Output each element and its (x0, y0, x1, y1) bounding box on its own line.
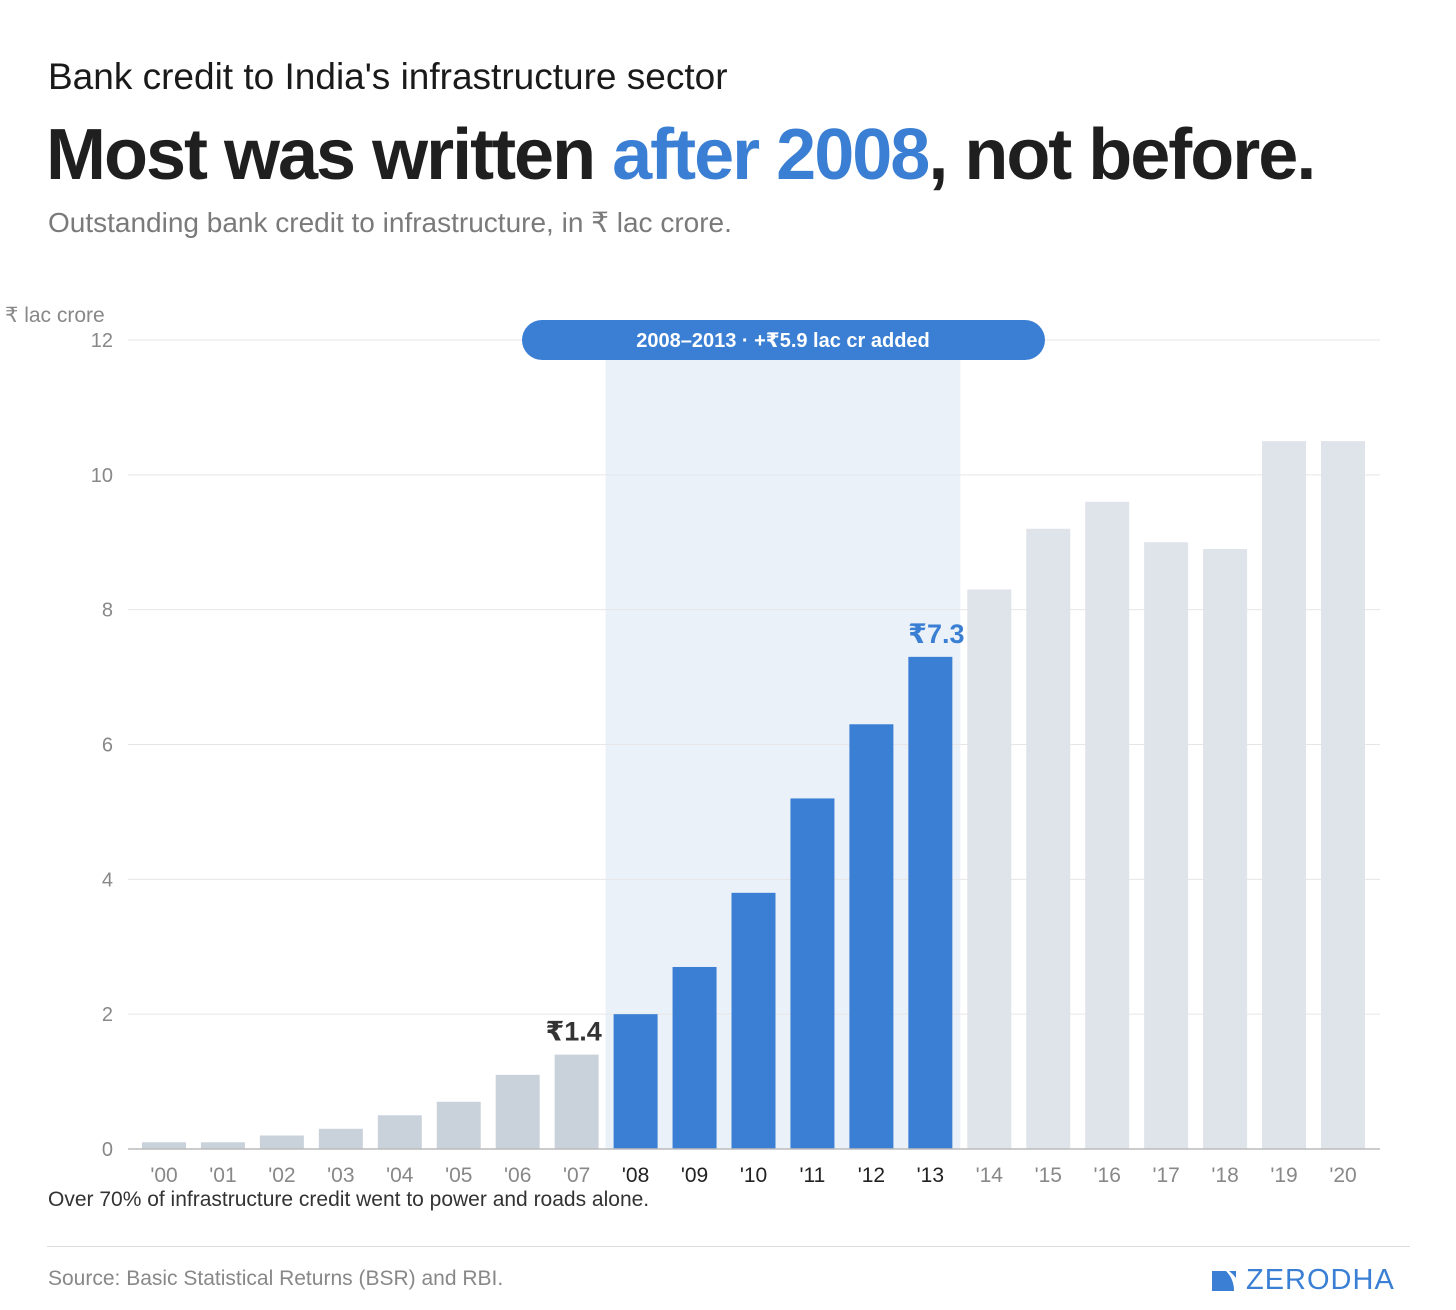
headline-post: , not before. (928, 115, 1316, 195)
footnote: Over 70% of infrastructure credit went t… (48, 1188, 650, 1211)
x-tick-label: '16 (1094, 1164, 1121, 1187)
y-tick-label: 8 (102, 600, 113, 622)
kicker: Bank credit to India's infrastructure se… (48, 56, 728, 97)
x-tick-label: '20 (1329, 1164, 1356, 1187)
x-tick-label: '08 (622, 1164, 649, 1187)
bar-'02 (259, 1135, 304, 1149)
x-tick-label: '05 (445, 1164, 472, 1187)
x-tick-label: '19 (1270, 1164, 1297, 1187)
highlight-pill (522, 320, 1045, 360)
bar-'14 (967, 589, 1012, 1149)
zerodha-logo-icon (1212, 1270, 1236, 1291)
bar-'19 (1262, 441, 1307, 1149)
headline-highlight: after 2008 (612, 115, 930, 195)
bar-'11 (790, 798, 835, 1149)
x-tick-label: '09 (681, 1164, 708, 1187)
y-tick-label: 2 (102, 1004, 113, 1026)
x-tick-label: '01 (209, 1164, 236, 1187)
bar-'03 (318, 1128, 363, 1149)
zerodha-logo: ZERODHA (1212, 1264, 1395, 1297)
value-annotation: ₹7.3 (908, 619, 964, 649)
x-tick-label: '04 (386, 1164, 414, 1187)
value-annotation: ₹1.4 (545, 1017, 601, 1047)
y-tick-label: 6 (102, 735, 113, 757)
bar-'10 (731, 892, 776, 1149)
bar-'18 (1203, 548, 1248, 1149)
y-axis-label: ₹ lac crore (5, 304, 105, 327)
subtitle: Outstanding bank credit to infrastructur… (48, 207, 732, 238)
x-tick-label: '07 (563, 1164, 590, 1187)
x-tick-label: '03 (327, 1164, 354, 1187)
x-tick-label: '10 (740, 1164, 767, 1187)
x-tick-label: '12 (858, 1164, 885, 1187)
headline-pre: Most was written (46, 115, 613, 195)
x-tick-label: '18 (1211, 1164, 1238, 1187)
bar-'00 (142, 1142, 186, 1149)
x-tick-label: '00 (150, 1164, 177, 1187)
x-tick-label: '17 (1152, 1164, 1179, 1187)
x-tick-label: '11 (800, 1164, 826, 1187)
bar-'16 (1085, 501, 1130, 1149)
divider (47, 1246, 1410, 1247)
bar-'08 (613, 1014, 658, 1149)
y-tick-label: 10 (91, 465, 113, 487)
bar-'09 (672, 966, 717, 1149)
x-tick-label: '14 (976, 1164, 1004, 1187)
bar-'05 (436, 1101, 481, 1149)
logo-text: ZERODHA (1246, 1264, 1395, 1296)
bar-'06 (495, 1074, 540, 1149)
x-tick-label: '06 (504, 1164, 531, 1187)
bar-'15 (1026, 528, 1071, 1149)
source: Source: Basic Statistical Returns (BSR) … (48, 1267, 504, 1290)
headline: Most was written after 2008, not before. (46, 114, 1316, 196)
x-tick-label: '13 (917, 1164, 944, 1187)
bar-'12 (849, 724, 894, 1149)
bar-'01 (200, 1142, 245, 1149)
y-tick-label: 12 (91, 330, 113, 352)
bar-'13 (908, 656, 953, 1149)
y-tick-label: 0 (102, 1139, 113, 1161)
bar-'07 (554, 1054, 599, 1149)
bar-'20 (1321, 441, 1365, 1149)
y-tick-label: 4 (102, 869, 113, 891)
x-tick-label: '02 (268, 1164, 295, 1187)
bar-'17 (1144, 542, 1189, 1149)
x-tick-label: '15 (1035, 1164, 1062, 1187)
bar-'04 (377, 1115, 422, 1149)
highlight-pill-label: 2008–2013 · +₹5.9 lac cr added (636, 330, 930, 352)
